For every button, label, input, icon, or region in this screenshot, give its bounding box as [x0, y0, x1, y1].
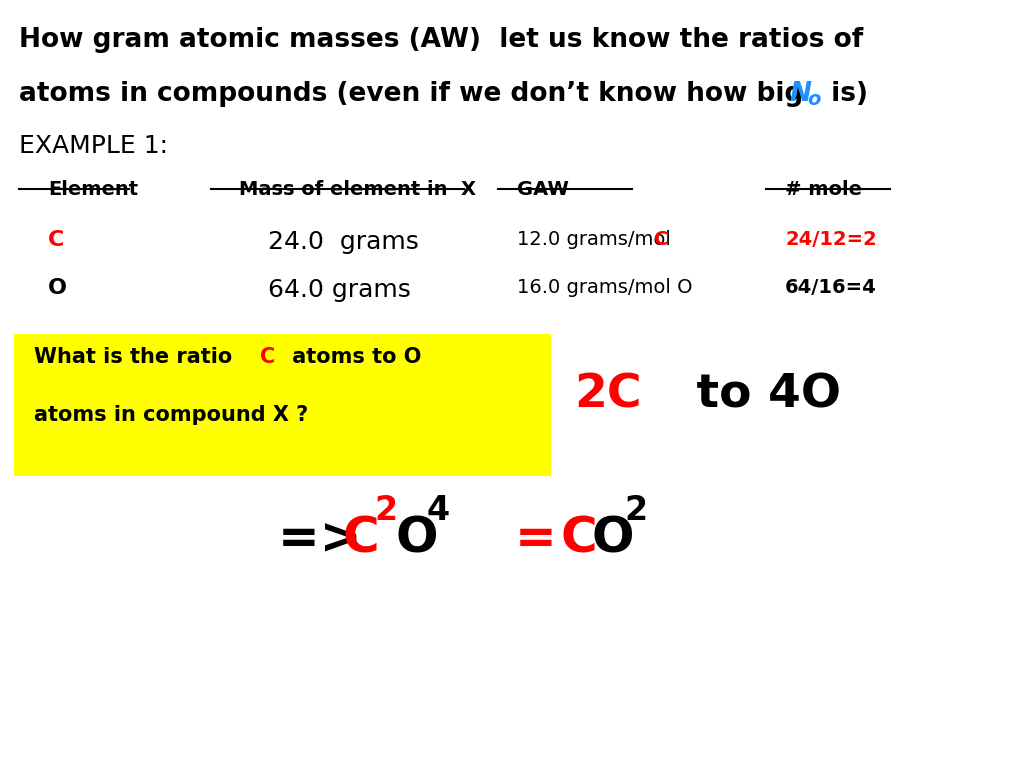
Text: atoms in compound X ?: atoms in compound X ? [34, 405, 308, 425]
Text: =>: => [278, 515, 379, 562]
Text: 24.0  grams: 24.0 grams [268, 230, 419, 254]
Text: o: o [807, 90, 820, 109]
Text: is): is) [821, 81, 867, 107]
Text: 4: 4 [427, 494, 451, 527]
Text: 64/16=4: 64/16=4 [785, 278, 877, 297]
Text: C: C [560, 515, 597, 562]
Text: 12.0 grams/mol: 12.0 grams/mol [517, 230, 677, 250]
Text: C: C [343, 515, 380, 562]
Text: =: = [515, 515, 574, 562]
Text: What is the ratio: What is the ratio [34, 347, 246, 367]
Text: # mole: # mole [785, 180, 862, 200]
Text: 16.0 grams/mol O: 16.0 grams/mol O [517, 278, 692, 297]
Text: 2: 2 [625, 494, 647, 527]
Text: How gram atomic masses (AW)  let us know the ratios of: How gram atomic masses (AW) let us know … [19, 27, 863, 53]
Text: Mass of element in  X: Mass of element in X [240, 180, 476, 200]
Text: EXAMPLE 1:: EXAMPLE 1: [19, 134, 168, 158]
Text: GAW: GAW [517, 180, 569, 200]
FancyBboxPatch shape [14, 334, 551, 476]
Text: O: O [48, 278, 67, 298]
Text: Element: Element [48, 180, 138, 200]
Text: O: O [395, 515, 438, 562]
Text: atoms in compounds (even if we don’t know how big: atoms in compounds (even if we don’t kno… [19, 81, 813, 107]
Text: to 4O: to 4O [680, 372, 841, 418]
Text: N: N [788, 81, 811, 107]
Text: 64.0 grams: 64.0 grams [268, 278, 411, 302]
Text: C: C [654, 230, 669, 250]
Text: 24/12=2: 24/12=2 [785, 230, 877, 250]
Text: 2C: 2C [574, 372, 642, 418]
Text: 2: 2 [375, 494, 397, 527]
Text: C: C [48, 230, 65, 250]
Text: O: O [592, 515, 634, 562]
Text: C: C [260, 347, 275, 367]
Text: atoms to O: atoms to O [286, 347, 422, 367]
